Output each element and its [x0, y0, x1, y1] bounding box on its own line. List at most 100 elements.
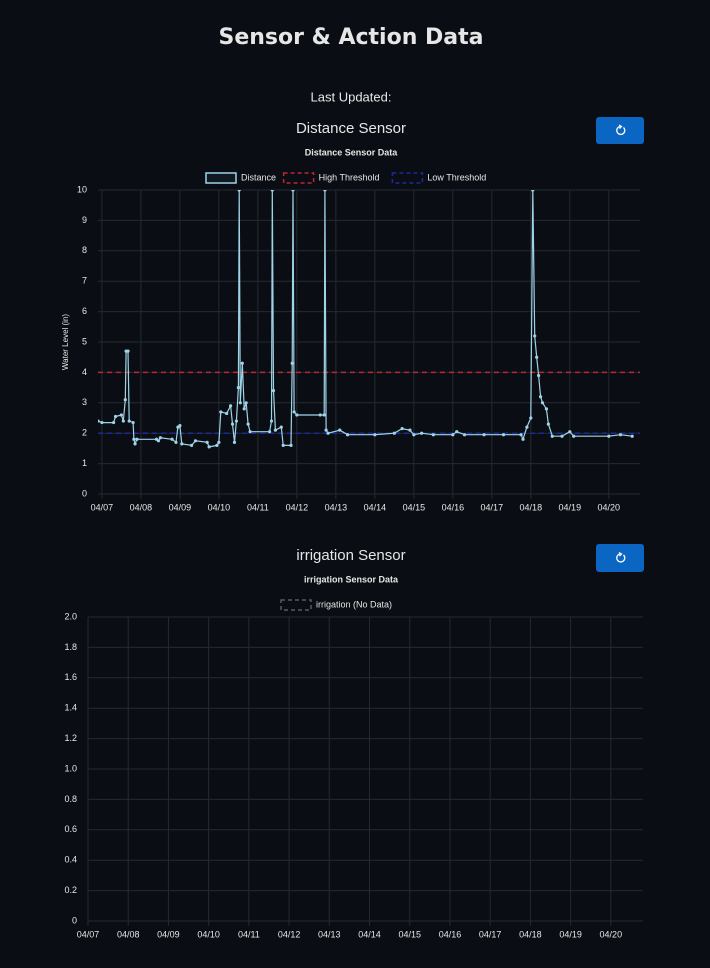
data-point: [242, 407, 246, 411]
data-point: [290, 361, 294, 365]
data-point: [322, 413, 326, 417]
x-tick-label: 04/14: [364, 502, 387, 512]
y-tick-label: 8: [82, 245, 87, 255]
x-tick-label: 04/12: [278, 929, 301, 939]
data-point: [455, 430, 459, 434]
data-point: [345, 433, 350, 437]
data-point: [113, 414, 118, 419]
data-point: [193, 439, 198, 443]
data-point: [126, 349, 130, 353]
x-tick-label: 04/16: [439, 929, 462, 939]
page-title: Sensor & Action Data: [218, 25, 483, 50]
data-point: [238, 401, 242, 405]
y-tick-label: 6: [82, 306, 87, 316]
x-tick-label: 04/13: [318, 929, 341, 939]
x-tick-label: 04/11: [247, 502, 269, 512]
data-point: [420, 431, 424, 435]
y-tick-label: 0.2: [64, 885, 77, 895]
data-point: [121, 419, 125, 423]
x-tick-label: 04/20: [598, 502, 621, 512]
x-tick-label: 04/18: [519, 929, 542, 939]
y-axis-label: Water Level (in): [61, 314, 70, 371]
data-point: [127, 419, 131, 423]
x-tick-label: 04/16: [442, 502, 465, 512]
x-tick-label: 04/07: [91, 502, 114, 512]
x-tick-label: 04/11: [238, 929, 260, 939]
panel-title: Distance Sensor: [296, 120, 406, 137]
data-point: [400, 427, 404, 431]
data-point: [279, 425, 283, 429]
data-point: [560, 434, 564, 438]
y-tick-label: 3: [82, 397, 87, 407]
data-point: [529, 416, 533, 420]
legend-swatch: [205, 172, 237, 184]
refresh-button[interactable]: [596, 117, 644, 144]
data-point: [550, 434, 554, 438]
x-tick-label: 04/08: [130, 502, 153, 512]
chart-title: irrigation Sensor Data: [304, 574, 399, 584]
x-tick-label: 04/10: [197, 929, 220, 939]
data-point: [323, 190, 327, 192]
data-point: [291, 190, 295, 192]
y-tick-label: 5: [82, 336, 87, 346]
y-tick-label: 10: [77, 184, 87, 194]
data-line: [98, 190, 633, 448]
data-point: [244, 401, 248, 405]
data-point: [392, 431, 396, 435]
data-point: [521, 437, 525, 441]
data-point: [123, 398, 127, 402]
y-tick-label: 0.4: [64, 855, 77, 865]
legend-label: Low Threshold: [427, 172, 486, 182]
chart-title: Distance Sensor Data: [305, 147, 399, 157]
data-point: [533, 334, 537, 338]
data-point: [240, 361, 244, 365]
data-point: [540, 401, 545, 405]
legend-swatch: [282, 172, 315, 184]
data-point: [178, 424, 182, 428]
data-point: [482, 433, 486, 437]
data-point: [271, 389, 276, 393]
y-tick-label: 1.6: [64, 672, 77, 682]
x-tick-label: 04/19: [559, 502, 582, 512]
data-point: [131, 420, 135, 425]
data-point: [228, 404, 233, 408]
data-point: [248, 430, 252, 434]
data-point: [270, 190, 274, 192]
x-tick-label: 04/18: [520, 502, 543, 512]
data-point: [318, 413, 322, 417]
data-point: [119, 413, 123, 417]
x-tick-label: 04/17: [479, 929, 502, 939]
data-point: [537, 373, 541, 378]
data-point: [546, 422, 550, 426]
data-point: [412, 433, 416, 437]
panel-title: irrigation Sensor: [296, 547, 405, 564]
data-point: [538, 395, 543, 399]
y-tick-label: 1.2: [64, 733, 77, 743]
data-point: [100, 420, 104, 425]
y-tick-label: 0: [72, 915, 77, 925]
y-tick-label: 9: [82, 215, 87, 225]
data-point: [158, 436, 162, 440]
data-point: [607, 434, 611, 438]
y-tick-label: 7: [82, 276, 87, 286]
data-point: [295, 413, 299, 417]
y-tick-label: 0.6: [64, 824, 77, 834]
data-point: [236, 386, 240, 390]
legend-label: High Threshold: [319, 172, 380, 182]
legend-swatch: [391, 172, 424, 184]
data-point: [326, 431, 330, 435]
y-tick-label: 2: [82, 428, 87, 438]
data-point: [234, 419, 239, 423]
data-point: [525, 425, 529, 429]
data-point: [267, 430, 272, 434]
y-tick-label: 1: [82, 458, 87, 468]
x-tick-label: 04/13: [325, 502, 348, 512]
data-point: [618, 433, 623, 437]
data-point: [246, 422, 250, 426]
refresh-button[interactable]: [596, 544, 644, 572]
x-tick-label: 04/09: [169, 502, 192, 512]
y-tick-label: 1.0: [64, 763, 77, 773]
data-point: [132, 437, 136, 441]
data-point: [133, 442, 137, 446]
data-point: [170, 437, 174, 441]
